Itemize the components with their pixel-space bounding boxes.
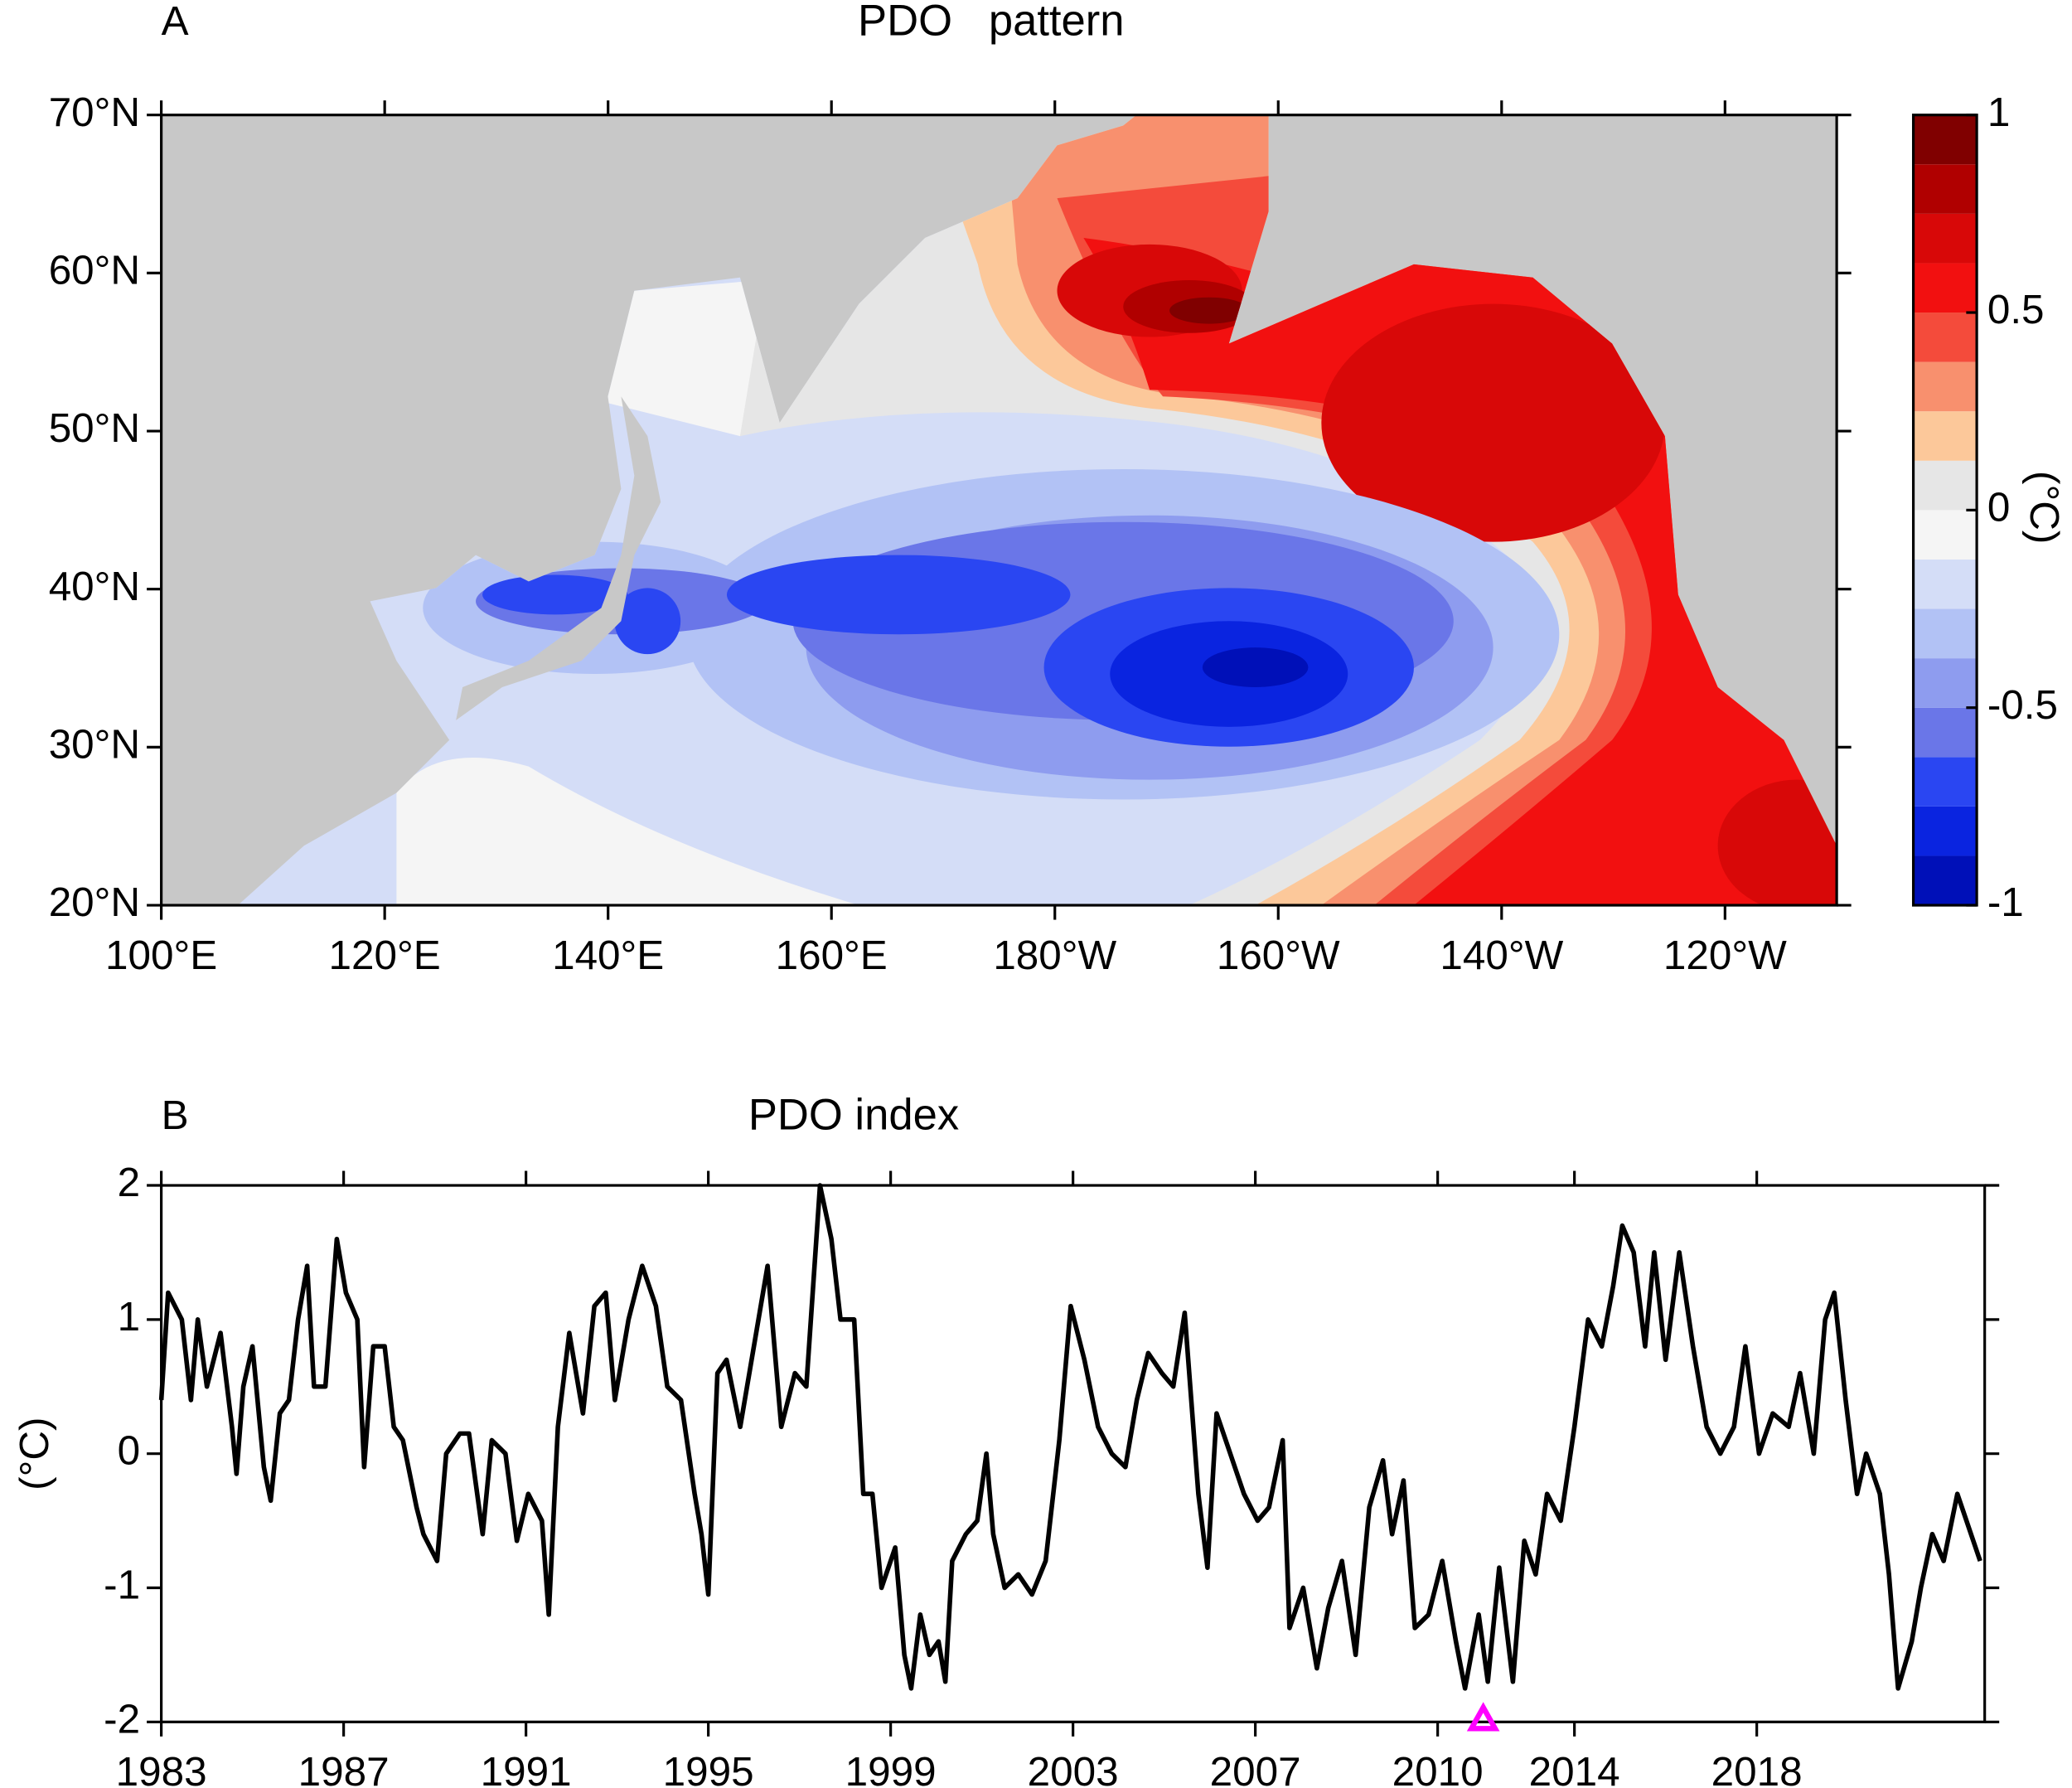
x-tick-label: 2003	[1028, 1749, 1119, 1788]
contour-region	[1717, 779, 1837, 906]
panel-label: A	[162, 0, 189, 44]
x-tick-label: 2018	[1711, 1749, 1803, 1788]
colorbar-segment	[1913, 114, 1978, 165]
colorbar-segment	[1913, 855, 1978, 906]
colorbar-segment	[1913, 757, 1978, 807]
x-tick-label: 1987	[298, 1749, 390, 1788]
x-tick-label: 140°E	[552, 933, 664, 978]
colorbar-segment	[1913, 361, 1978, 412]
y-tick-label: 60°N	[49, 247, 140, 293]
contour-region	[1202, 647, 1309, 688]
map-title: PDO pattern	[858, 0, 1125, 46]
colorbar-segment	[1913, 559, 1978, 609]
colorbar-tick-label: -0.5	[1987, 682, 2058, 728]
x-tick-label: 1991	[481, 1749, 572, 1788]
contour-region	[726, 555, 1071, 635]
y-tick-label: 2	[118, 1160, 140, 1205]
x-tick-label: 2014	[1529, 1749, 1620, 1788]
y-tick-label: -2	[104, 1696, 140, 1742]
y-tick-label: 20°N	[49, 879, 140, 925]
colorbar-segment	[1913, 460, 1978, 511]
event-marker	[1466, 1702, 1500, 1732]
x-tick-label: 160°W	[1217, 933, 1340, 978]
colorbar-segment	[1913, 263, 1978, 313]
colorbar-segment	[1913, 658, 1978, 708]
y-tick-label: 0	[118, 1428, 140, 1474]
colorbar-segment	[1913, 510, 1978, 560]
x-tick-label: 120°E	[329, 933, 441, 978]
colorbar-segment	[1913, 608, 1978, 659]
x-tick-label: 140°W	[1440, 933, 1563, 978]
colorbar-frame	[1911, 114, 1978, 907]
contour-region	[1169, 297, 1249, 324]
y-tick-label: 50°N	[49, 405, 140, 451]
y-axis-label: (°C)	[12, 1417, 57, 1490]
colorbar-tick-label: 1	[1987, 90, 2010, 135]
y-tick-label: 70°N	[49, 90, 140, 135]
x-tick-label: 2007	[1210, 1749, 1301, 1788]
y-tick-label: -1	[104, 1563, 140, 1608]
panel-label: B	[162, 1093, 189, 1138]
colorbar-tick-label: 0	[1987, 484, 2010, 530]
plot-frame	[160, 114, 1838, 907]
colorbar-tick-label: 0.5	[1987, 287, 2045, 332]
plot-frame	[160, 1184, 1987, 1723]
colorbar-segment	[1913, 707, 1978, 758]
y-tick-label: 40°N	[49, 564, 140, 609]
colorbar-label: (°C)	[2021, 471, 2067, 544]
contour-region	[1321, 303, 1665, 542]
line-series	[158, 1183, 1982, 1691]
x-tick-label: 160°E	[776, 933, 888, 978]
line-title: PDO index	[748, 1091, 959, 1140]
colorbar-segment	[1913, 164, 1978, 214]
contour-region	[614, 588, 681, 655]
contour-region	[396, 758, 859, 906]
colorbar-segment	[1913, 213, 1978, 264]
x-tick-label: 1983	[116, 1749, 207, 1788]
colorbar-segment	[1913, 411, 1978, 461]
colorbar-segment	[1913, 806, 1978, 856]
x-tick-label: 2010	[1392, 1749, 1484, 1788]
x-tick-label: 1999	[845, 1749, 937, 1788]
x-tick-label: 180°W	[993, 933, 1116, 978]
x-tick-label: 100°E	[105, 933, 217, 978]
japan-land	[456, 396, 661, 720]
y-tick-label: 30°N	[49, 721, 140, 767]
x-tick-label: 120°W	[1663, 933, 1787, 978]
contour-region	[482, 574, 628, 615]
x-tick-label: 1995	[663, 1749, 754, 1788]
colorbar-tick-label: -1	[1987, 879, 2024, 925]
colorbar-segment	[1913, 313, 1978, 362]
y-tick-label: 1	[118, 1294, 140, 1340]
